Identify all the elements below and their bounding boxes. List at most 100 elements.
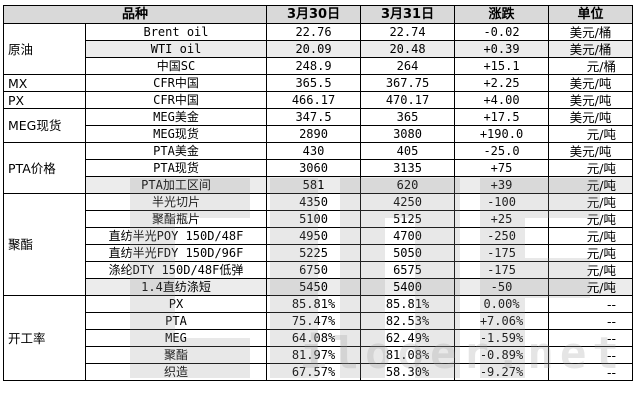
item-cell: 1.4直纺涤短 bbox=[84, 278, 268, 296]
unit-cell: 元/吨 bbox=[548, 176, 634, 194]
item-cell: 直纺半光POY 150D/48F bbox=[84, 227, 268, 245]
item-cell: PTA bbox=[84, 312, 268, 330]
value-cell-d1: 85.81% bbox=[266, 295, 362, 313]
change-cell: +39 bbox=[454, 176, 550, 194]
value-cell-d1: 5450 bbox=[266, 278, 362, 296]
value-cell-d2: 20.48 bbox=[360, 40, 456, 58]
unit-cell: 元/吨 bbox=[548, 261, 634, 279]
table-row: 1.4直纺涤短 5450 5400 -50 元/吨 bbox=[4, 278, 634, 296]
value-cell-d2: 6575 bbox=[360, 261, 456, 279]
item-cell: 直纺半光FDY 150D/96F bbox=[84, 244, 268, 262]
change-cell: -0.89% bbox=[454, 346, 550, 364]
change-cell: -100 bbox=[454, 193, 550, 211]
item-cell: CFR中国 bbox=[84, 74, 268, 92]
table-row: 聚酯瓶片 5100 5125 +25 元/吨 bbox=[4, 210, 634, 228]
item-cell: 织造 bbox=[84, 363, 268, 381]
table-row: PX CFR中国 466.17 470.17 +4.00 美元/吨 bbox=[3, 91, 634, 109]
group-label: 聚酯 bbox=[3, 193, 86, 296]
unit-cell: 美元/吨 bbox=[548, 74, 634, 92]
table-row: PTA 75.47% 82.53% +7.06% -- bbox=[4, 312, 634, 330]
value-cell-d2: 62.49% bbox=[360, 329, 456, 347]
value-cell-d2: 365 bbox=[360, 108, 456, 126]
change-cell: +25 bbox=[454, 210, 550, 228]
table-row: 中国SC 248.9 264 +15.1 元/桶 bbox=[4, 57, 634, 75]
item-cell: 半光切片 bbox=[84, 193, 268, 211]
value-cell-d2: 5400 bbox=[360, 278, 456, 296]
unit-cell: 元/吨 bbox=[548, 125, 634, 143]
value-cell-d1: 5100 bbox=[266, 210, 362, 228]
group-label: MEG现货 bbox=[3, 108, 86, 143]
value-cell-d2: 470.17 bbox=[360, 91, 456, 109]
value-cell-d1: 365.5 bbox=[266, 74, 362, 92]
value-cell-d2: 81.08% bbox=[360, 346, 456, 364]
value-cell-d1: 430 bbox=[266, 142, 362, 160]
value-cell-d1: 466.17 bbox=[266, 91, 362, 109]
value-cell-d2: 85.81% bbox=[360, 295, 456, 313]
table-row: PTA加工区间 581 620 +39 元/吨 bbox=[4, 176, 634, 194]
table-row: 直纺半光FDY 150D/96F 5225 5050 -175 元/吨 bbox=[4, 244, 634, 262]
change-cell: +2.25 bbox=[454, 74, 550, 92]
value-cell-d2: 22.74 bbox=[360, 23, 456, 41]
value-cell-d2: 58.30% bbox=[360, 363, 456, 381]
unit-cell: 元/吨 bbox=[548, 244, 634, 262]
header-row: 品种 3月30日 3月31日 涨跌 单位 bbox=[2, 5, 634, 24]
change-cell: +15.1 bbox=[454, 57, 550, 75]
value-cell-d1: 6750 bbox=[266, 261, 362, 279]
item-cell: PTA加工区间 bbox=[84, 176, 268, 194]
unit-cell: -- bbox=[548, 312, 634, 330]
unit-cell: 元/吨 bbox=[548, 227, 634, 245]
change-cell: +0.39 bbox=[454, 40, 550, 58]
item-cell: MEG现货 bbox=[84, 125, 268, 143]
value-cell-d2: 5050 bbox=[360, 244, 456, 262]
value-cell-d2: 620 bbox=[360, 176, 456, 194]
change-cell: -0.02 bbox=[454, 23, 550, 41]
group-label: MX bbox=[3, 74, 86, 92]
item-cell: MEG美金 bbox=[84, 108, 268, 126]
header-item: 品种 bbox=[2, 5, 268, 24]
change-cell: +4.00 bbox=[454, 91, 550, 109]
change-cell: -250 bbox=[454, 227, 550, 245]
table-row: MEG 64.08% 62.49% -1.59% -- bbox=[4, 329, 634, 347]
value-cell-d1: 3060 bbox=[266, 159, 362, 177]
value-cell-d2: 367.75 bbox=[360, 74, 456, 92]
unit-cell: -- bbox=[548, 363, 634, 381]
change-cell: -175 bbox=[454, 261, 550, 279]
change-cell: -50 bbox=[454, 278, 550, 296]
change-cell: -9.27% bbox=[454, 363, 550, 381]
value-cell-d1: 581 bbox=[266, 176, 362, 194]
unit-cell: 元/吨 bbox=[548, 159, 634, 177]
value-cell-d1: 5225 bbox=[266, 244, 362, 262]
value-cell-d1: 4950 bbox=[266, 227, 362, 245]
item-cell: Brent oil bbox=[84, 23, 268, 41]
value-cell-d1: 248.9 bbox=[266, 57, 362, 75]
table-row: MX CFR中国 365.5 367.75 +2.25 美元/吨 bbox=[3, 74, 634, 92]
header-date-1: 3月30日 bbox=[266, 5, 362, 24]
item-cell: PTA美金 bbox=[84, 142, 268, 160]
item-cell: 涤纶DTY 150D/48F低弹 bbox=[84, 261, 268, 279]
change-cell: +190.0 bbox=[454, 125, 550, 143]
change-cell: -1.59% bbox=[454, 329, 550, 347]
value-cell-d2: 5125 bbox=[360, 210, 456, 228]
value-cell-d2: 82.53% bbox=[360, 312, 456, 330]
value-cell-d2: 4250 bbox=[360, 193, 456, 211]
item-cell: 聚酯 bbox=[84, 346, 268, 364]
value-cell-d2: 264 bbox=[360, 57, 456, 75]
unit-cell: -- bbox=[548, 295, 634, 313]
table-body: 原油 Brent oil 22.76 22.74 -0.02 美元/桶 WTI … bbox=[3, 23, 634, 381]
table-row: 聚酯 半光切片 4350 4250 -100 元/吨 bbox=[3, 193, 634, 296]
value-cell-d1: 22.76 bbox=[266, 23, 362, 41]
table-row: MEG现货 MEG美金 347.5 365 +17.5 美元/吨 bbox=[3, 108, 634, 143]
item-cell: PTA现货 bbox=[84, 159, 268, 177]
change-cell: +75 bbox=[454, 159, 550, 177]
value-cell-d1: 81.97% bbox=[266, 346, 362, 364]
unit-cell: 美元/吨 bbox=[548, 142, 634, 160]
change-cell: 0.00% bbox=[454, 295, 550, 313]
unit-cell: -- bbox=[548, 346, 634, 364]
value-cell-d2: 3135 bbox=[360, 159, 456, 177]
unit-cell: 元/吨 bbox=[548, 193, 634, 211]
group-label: 开工率 bbox=[3, 295, 86, 381]
value-cell-d1: 4350 bbox=[266, 193, 362, 211]
group-label: PX bbox=[3, 91, 86, 109]
item-cell: CFR中国 bbox=[84, 91, 268, 109]
table-row: 开工率 PX 85.81% 85.81% 0.00% -- bbox=[3, 295, 634, 381]
